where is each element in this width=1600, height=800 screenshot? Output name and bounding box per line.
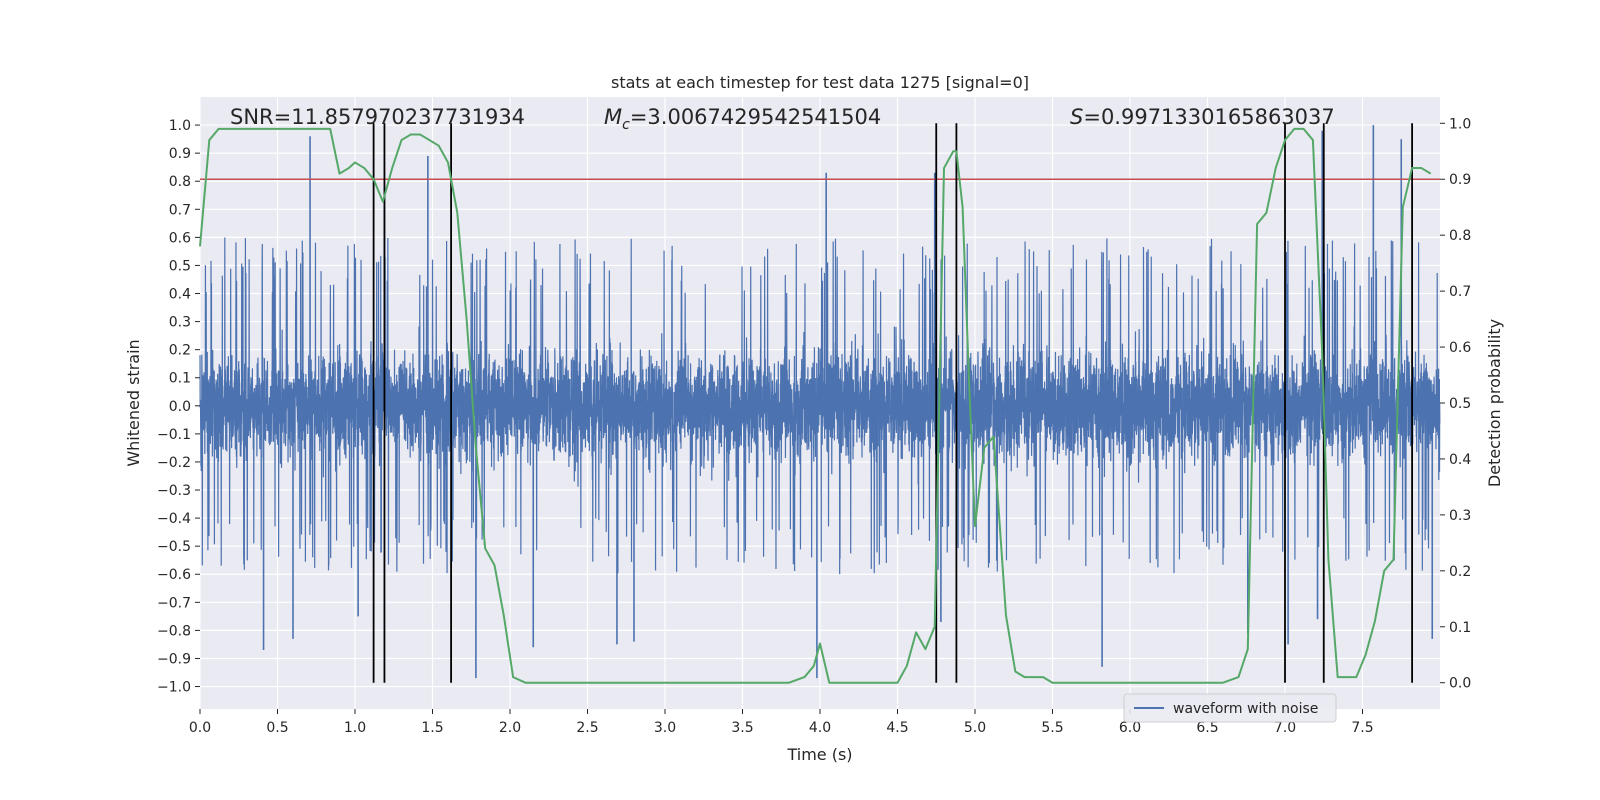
y2-tick-label: 0.3 (1449, 508, 1471, 524)
y2-axis-ticks: 0.0 0.1 0.2 0.3 0.4 0.5 0.6 0.7 0.8 0.9 1.0 (1440, 116, 1471, 692)
y2-tick-label: 0.0 (1449, 676, 1471, 692)
y-tick-label: −0.1 (157, 427, 191, 443)
y-tick-label: 0.0 (169, 399, 191, 415)
chirp-mass-symbol: M (604, 105, 622, 129)
y-tick-label: 0.3 (169, 315, 191, 331)
probability-line (199, 127, 1432, 684)
x-tick-label: 2.0 (499, 720, 521, 736)
x-tick-label: 1.5 (421, 720, 443, 736)
y2-tick-label: 0.9 (1449, 172, 1471, 188)
x-tick-label: 4.0 (809, 720, 831, 736)
y2-tick-label: 0.1 (1449, 620, 1471, 636)
waveform-series (199, 125, 1441, 679)
x-tick-label: 5.5 (1041, 720, 1063, 736)
x-tick-label: 5.0 (964, 720, 986, 736)
x-tick-label: 3.0 (654, 720, 676, 736)
waveform-line (199, 237, 1441, 575)
x-axis-ticks: 0.0 0.5 1.0 1.5 2.0 2.5 3.0 3.5 4.0 4.5 5.0 5.5 6.0 6… (189, 709, 1374, 736)
x-axis-label: Time (s) (786, 745, 852, 764)
legend-box (1123, 693, 1337, 723)
x-tick-label: 0.5 (266, 720, 288, 736)
s-value: =0.9971330165863037 (1083, 105, 1334, 129)
x-tick-label: 2.5 (576, 720, 598, 736)
x-tick-label: 3.5 (731, 720, 753, 736)
x-tick-label: 7.0 (1274, 720, 1296, 736)
y-tick-label: 0.1 (169, 371, 191, 387)
vertical-markers (372, 123, 1413, 683)
y2-tick-label: 0.5 (1449, 396, 1471, 412)
x-tick-label: 1.0 (344, 720, 366, 736)
legend-label: waveform with noise (1173, 701, 1318, 717)
y-tick-label: 1.0 (169, 118, 191, 134)
legend: waveform with noise (1123, 693, 1337, 723)
y-tick-label: −0.2 (157, 455, 191, 471)
chirp-mass-annotation: Mc=3.0067429542541504 (604, 105, 881, 133)
snr-annotation: SNR=11.857970237731934 (230, 105, 525, 129)
y2-tick-label: 0.7 (1449, 284, 1471, 300)
s-annotation: S=0.9971330165863037 (1070, 105, 1335, 129)
chirp-mass-value: =3.0067429542541504 (630, 105, 881, 129)
y-tick-label: −1.0 (157, 680, 191, 696)
x-tick-label: 4.5 (886, 720, 908, 736)
y-tick-label: 0.4 (169, 287, 191, 303)
chirp-mass-subscript: c (622, 117, 630, 133)
y2-tick-label: 0.6 (1449, 340, 1471, 356)
probability-series (199, 127, 1432, 684)
y-tick-label: 0.8 (169, 174, 191, 190)
y-tick-label: −0.9 (157, 651, 191, 667)
y-tick-label: −0.6 (157, 567, 191, 583)
y-tick-label: −0.4 (157, 511, 191, 527)
y-tick-label: 0.6 (169, 230, 191, 246)
y-tick-label: −0.8 (157, 623, 191, 639)
y2-tick-label: 0.4 (1449, 452, 1471, 468)
x-tick-label: 6.5 (1196, 720, 1218, 736)
y-tick-label: −0.3 (157, 483, 191, 499)
y-tick-label: 0.5 (169, 258, 191, 274)
y-tick-label: 0.2 (169, 343, 191, 359)
y2-tick-label: 0.2 (1449, 564, 1471, 580)
y-tick-label: 0.9 (169, 146, 191, 162)
x-tick-label: 0.0 (189, 720, 211, 736)
y2-axis-label: Detection probability (1485, 319, 1504, 487)
y2-tick-label: 1.0 (1449, 116, 1471, 132)
x-tick-label: 6.0 (1119, 720, 1141, 736)
y-axis-ticks: −1.0 −0.9 −0.8 −0.7 −0.6 −0.5 −0.4 −0.3 −0.2 −0.1… (157, 118, 200, 696)
y-tick-label: 0.7 (169, 202, 191, 218)
y2-tick-label: 0.8 (1449, 228, 1471, 244)
y-tick-label: −0.5 (157, 539, 191, 555)
chart-title: stats at each timestep for test data 127… (611, 73, 1029, 92)
s-symbol: S (1070, 105, 1083, 129)
y-tick-label: −0.7 (157, 595, 191, 611)
x-tick-label: 7.5 (1351, 720, 1373, 736)
y-axis-label: Whitened strain (124, 339, 143, 466)
